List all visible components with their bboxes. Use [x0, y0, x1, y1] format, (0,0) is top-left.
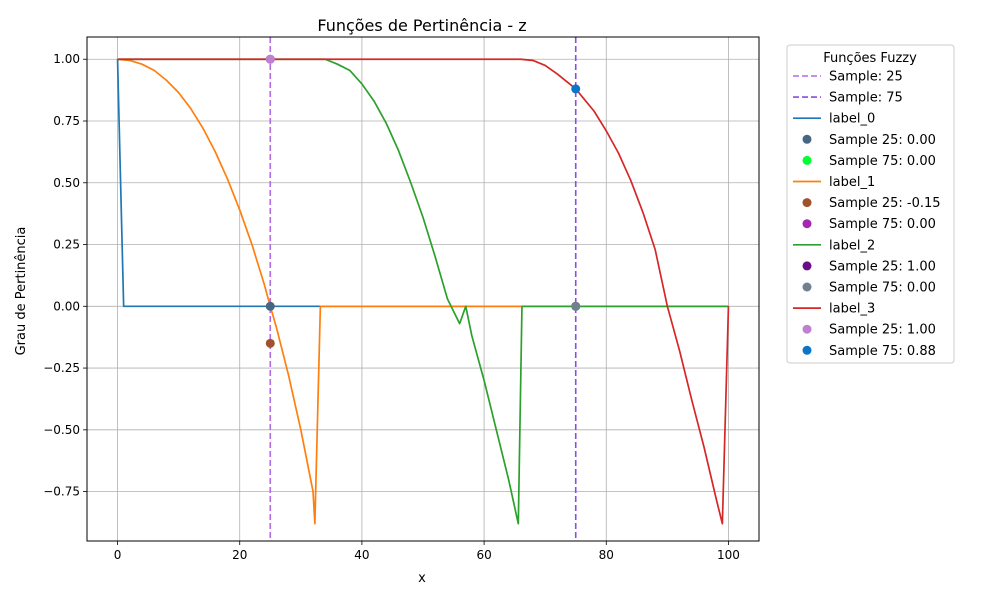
- sample-point: [265, 338, 275, 348]
- sample-point: [265, 301, 275, 311]
- y-tick-label: −0.50: [43, 423, 80, 437]
- y-tick-label: 1.00: [53, 52, 80, 66]
- series-line-label_1: [117, 58, 729, 525]
- x-tick-label: 80: [599, 548, 614, 562]
- legend-entry-label: Sample 75: 0.00: [829, 217, 936, 232]
- legend-box: [786, 44, 955, 364]
- sample-points: [265, 54, 581, 348]
- x-axis-label: x: [418, 571, 426, 586]
- legend-entry-label: label_2: [829, 238, 875, 253]
- legend-entry-label: label_3: [829, 302, 875, 317]
- y-axis-label: Grau de Pertinência: [14, 227, 29, 356]
- legend-entry-label: label_1: [829, 175, 875, 190]
- sample-point: [571, 84, 581, 94]
- legend-swatch-point: [802, 261, 812, 271]
- axis-ticks: 0 20 40 60 80 100 −0.75 −0.50 −0.25 0.00 0.25 0.50 0…: [43, 52, 740, 562]
- legend-entry-label: Sample: 25: [829, 70, 903, 85]
- x-tick-label: 20: [232, 548, 247, 562]
- y-tick-label: −0.75: [43, 485, 80, 499]
- legend-entry-label: Sample 75: 0.88: [829, 344, 936, 359]
- x-tick-label: 100: [717, 548, 740, 562]
- legend-entry-label: Sample 75: 0.00: [829, 154, 936, 169]
- series-lines: [116, 58, 730, 525]
- legend-entry-label: Sample 25: 0.00: [829, 133, 936, 148]
- chart-title: Funções de Pertinência - z: [317, 16, 526, 35]
- series-line-label_2: [117, 58, 729, 525]
- legend-swatch-point: [802, 282, 812, 292]
- legend-entry-label: Sample: 75: [829, 91, 903, 106]
- y-tick-label: 0.75: [53, 114, 80, 128]
- legend-swatch-point: [802, 219, 812, 229]
- y-tick-label: 0.50: [53, 176, 80, 190]
- legend-swatch-point: [802, 155, 812, 165]
- grid: [87, 37, 759, 541]
- legend-entry-label: Sample 75: 0.00: [829, 281, 936, 296]
- y-tick-label: −0.25: [43, 361, 80, 375]
- x-tick-label: 0: [114, 548, 122, 562]
- legend-swatch-point: [802, 198, 812, 208]
- legend-swatch-point: [802, 134, 812, 144]
- y-tick-label: 0.25: [53, 238, 80, 252]
- sample-point: [265, 54, 275, 64]
- legend-entry-label: Sample 25: 1.00: [829, 259, 936, 274]
- sample-point: [571, 301, 581, 311]
- x-tick-label: 40: [354, 548, 369, 562]
- legend-swatch-point: [802, 345, 812, 355]
- legend-entry-label: Sample 25: 1.00: [829, 323, 936, 338]
- x-tick-label: 60: [476, 548, 491, 562]
- legend-title: Funções Fuzzy: [823, 51, 917, 66]
- y-tick-label: 0.00: [53, 299, 80, 313]
- series-line-label_3: [117, 58, 730, 525]
- plot-frame: [86, 36, 760, 542]
- legend-entry-label: Sample 25: -0.15: [829, 196, 941, 211]
- legend-entry-label: label_0: [829, 112, 875, 127]
- legend: Funções Fuzzy Sample: 25 Sample: 75 label_…: [786, 44, 955, 364]
- legend-swatch-point: [802, 324, 812, 334]
- sample-lines: [269, 37, 577, 541]
